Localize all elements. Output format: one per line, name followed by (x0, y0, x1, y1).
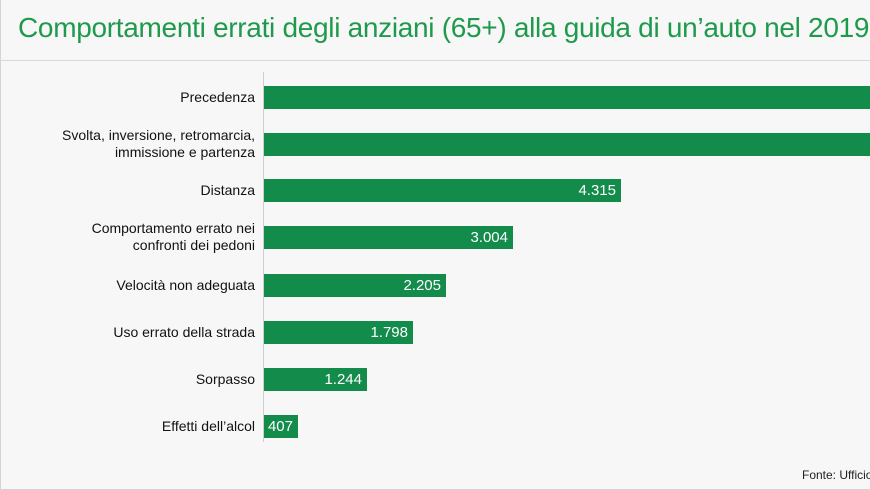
category-label-line: Effetti dell’alcol (161, 417, 255, 434)
bar-value-label: 3.004 (470, 228, 508, 246)
bar-value-label: 407 (267, 417, 293, 435)
bar-value-label: 4.315 (578, 181, 616, 199)
bar (264, 273, 446, 297)
category-label: Svolta, inversione, retromarcia, immissio… (62, 127, 255, 161)
bar (264, 132, 870, 156)
source-note: Fonte: Ufficio s (802, 468, 870, 482)
category-label: Precedenza (180, 89, 255, 106)
category-label: Uso errato della strada (113, 324, 255, 341)
category-axis-line (263, 72, 264, 442)
category-label: Effetti dell’alcol (162, 418, 255, 435)
category-label-line: immissione e partenza (114, 144, 255, 160)
category-label-line: Comportamento errato nei (91, 220, 255, 236)
bar (264, 178, 621, 202)
category-label-line: Velocità non adeguata (116, 276, 255, 293)
bar-value-label: 1.798 (370, 323, 408, 341)
category-label: Distanza (201, 182, 255, 199)
bar-value-label: 1.244 (324, 370, 362, 388)
category-label: Velocità non adeguata (116, 277, 255, 294)
title-divider (0, 60, 870, 61)
chart-title: Comportamenti errati degli anziani (65+)… (18, 12, 870, 43)
category-label: Comportamento errato nei confronti dei pe… (92, 220, 255, 254)
bar (264, 367, 367, 391)
bar (264, 85, 870, 109)
category-label-line: Svolta, inversione, retromarcia, (62, 127, 255, 143)
bar-value-label: 2.205 (403, 276, 441, 294)
category-label-line: confronti dei pedoni (132, 237, 255, 253)
category-label-line: Precedenza (180, 88, 255, 105)
category-label-line: Uso errato della strada (113, 323, 255, 340)
category-label: Sorpasso (196, 371, 255, 388)
bar (264, 320, 413, 344)
category-label-line: Distanza (200, 181, 255, 198)
bar (264, 225, 513, 249)
category-label-line: Sorpasso (195, 370, 255, 387)
bar (264, 414, 298, 438)
